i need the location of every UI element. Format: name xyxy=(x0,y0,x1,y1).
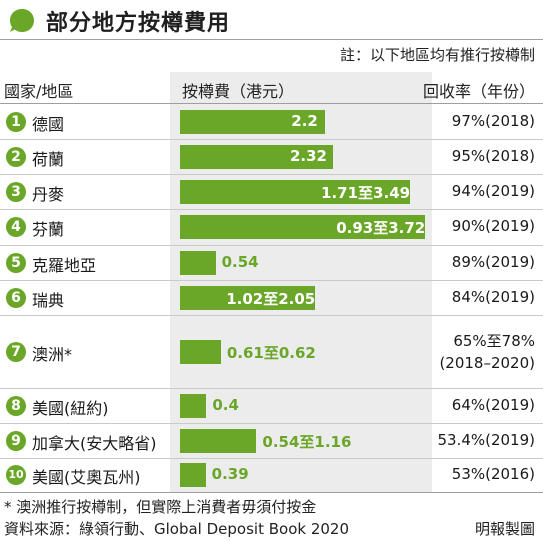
rank-badge: 5 xyxy=(6,252,26,273)
fee-label: 0.54 xyxy=(221,252,259,271)
region-name: 美國(紐約) xyxy=(32,398,109,418)
fee-bar xyxy=(180,285,315,310)
recovery-rate: 64%(2019) xyxy=(451,395,535,414)
region-name: 荷蘭 xyxy=(32,149,65,169)
fee-bar xyxy=(180,428,257,453)
row-divider xyxy=(0,280,543,281)
row-divider xyxy=(0,458,543,459)
recovery-rate: 84%(2019) xyxy=(451,287,535,306)
header-region: 國家/地區 xyxy=(4,82,74,101)
row-divider xyxy=(0,139,543,140)
header-fee: 按樽費（港元） xyxy=(182,82,295,101)
rank-badge: 7 xyxy=(6,341,26,362)
note-text: 註：以下地區均有推行按樽制 xyxy=(339,46,535,64)
fee-label: 0.61至0.62 xyxy=(226,343,316,362)
recovery-rate: 53%(2016) xyxy=(451,465,535,483)
rank-badge: 3 xyxy=(6,181,26,202)
region-name: 瑞典 xyxy=(32,290,65,310)
recovery-rate: 95%(2018) xyxy=(451,146,535,165)
fee-label: 1.02至2.05 xyxy=(226,289,316,308)
recovery-rate: 94%(2019) xyxy=(451,181,535,200)
fee-bar xyxy=(180,215,425,239)
fee-label: 0.4 xyxy=(212,395,239,414)
rank-badge: 1 xyxy=(6,111,26,132)
fee-label: 0.54至1.16 xyxy=(262,432,352,451)
row-divider xyxy=(0,245,543,246)
credit-text: 明報製圖 xyxy=(474,520,535,538)
fee-label: 1.71至3.49 xyxy=(321,183,411,202)
recovery-rate: 90%(2019) xyxy=(451,217,535,235)
fee-bar xyxy=(180,109,325,134)
source-text: 資料來源：綠領行動、Global Deposit Book 2020 xyxy=(4,520,350,538)
recovery-rate: 53.4%(2019) xyxy=(437,430,535,449)
bar-column-background xyxy=(170,72,432,492)
rank-badge: 10 xyxy=(6,465,26,485)
row-divider xyxy=(0,174,543,175)
fee-bar xyxy=(180,144,333,169)
fee-bar xyxy=(180,393,207,418)
rank-badge: 4 xyxy=(6,217,26,237)
fee-bar xyxy=(180,339,221,364)
row-divider xyxy=(0,315,543,316)
speech-bubble-icon xyxy=(10,9,34,32)
region-name: 芬蘭 xyxy=(32,220,65,239)
fee-bar xyxy=(180,250,216,275)
rank-badge: 2 xyxy=(6,146,26,167)
header-divider xyxy=(0,103,543,104)
region-name: 克羅地亞 xyxy=(32,255,97,275)
header-rate: 回收率（年份） xyxy=(422,82,535,101)
fee-bar xyxy=(180,179,410,204)
row-divider xyxy=(0,423,543,424)
title-bar: 部分地方按樽費用 xyxy=(0,0,543,40)
region-name: 美國(艾奧瓦州) xyxy=(32,468,141,487)
recovery-rate: 97%(2018) xyxy=(451,111,535,130)
fee-label: 0.93至3.72 xyxy=(336,219,426,237)
recovery-rate: 65%至78% xyxy=(453,331,535,350)
title-divider xyxy=(0,39,543,40)
recovery-years: (2018–2020) xyxy=(439,353,535,372)
footnote: * 澳洲推行按樽制，但實際上消費者毋須付按金 xyxy=(4,498,317,516)
rank-badge: 9 xyxy=(6,430,26,451)
rank-badge: 6 xyxy=(6,287,26,308)
page-title: 部分地方按樽費用 xyxy=(46,11,231,36)
row-divider xyxy=(0,388,543,389)
fee-label: 2.2 xyxy=(291,111,318,130)
region-name: 加拿大(安大略省) xyxy=(32,433,157,453)
region-name: 澳洲* xyxy=(32,344,73,364)
row-divider xyxy=(0,209,543,210)
region-name: 德國 xyxy=(32,114,65,134)
fee-label: 0.39 xyxy=(211,465,249,483)
recovery-rate: 89%(2019) xyxy=(451,252,535,271)
fee-bar xyxy=(180,463,206,487)
footer-divider xyxy=(0,492,543,493)
rank-badge: 8 xyxy=(6,395,26,416)
region-name: 丹麥 xyxy=(32,184,65,204)
fee-label: 2.32 xyxy=(289,146,327,165)
